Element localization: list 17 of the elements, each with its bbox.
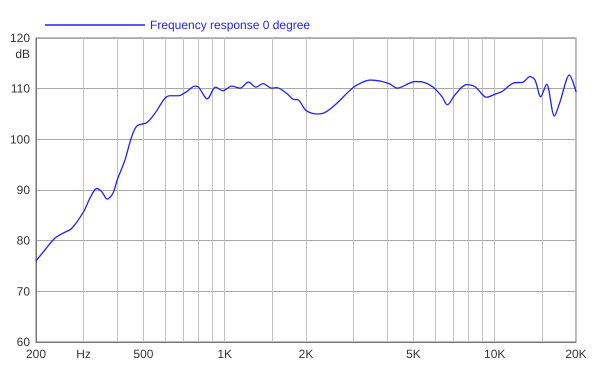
y-tick-label: 60 xyxy=(16,335,30,349)
y-tick-label: 80 xyxy=(16,234,30,248)
text: Frequency response 0 degree xyxy=(150,18,310,32)
y-tick-label: 100 xyxy=(10,132,30,146)
y-tick-label: 120 xyxy=(10,31,30,45)
y-tick-label: 110 xyxy=(10,82,30,96)
x-tick-label: 500 xyxy=(133,347,154,361)
x-tick-label: 5K xyxy=(406,347,421,361)
y-tick-label: 90 xyxy=(16,183,30,197)
y-axis-title: dB xyxy=(15,47,30,61)
x-tick-label: 2K xyxy=(298,347,314,361)
y-tick-label: 70 xyxy=(16,284,30,298)
x-tick-label: 10K xyxy=(484,347,506,361)
x-tick-label: 1K xyxy=(217,347,232,361)
x-tick-label: Hz xyxy=(76,347,91,361)
x-tick-label: 200 xyxy=(26,347,46,361)
x-tick-label: 20K xyxy=(565,347,587,361)
